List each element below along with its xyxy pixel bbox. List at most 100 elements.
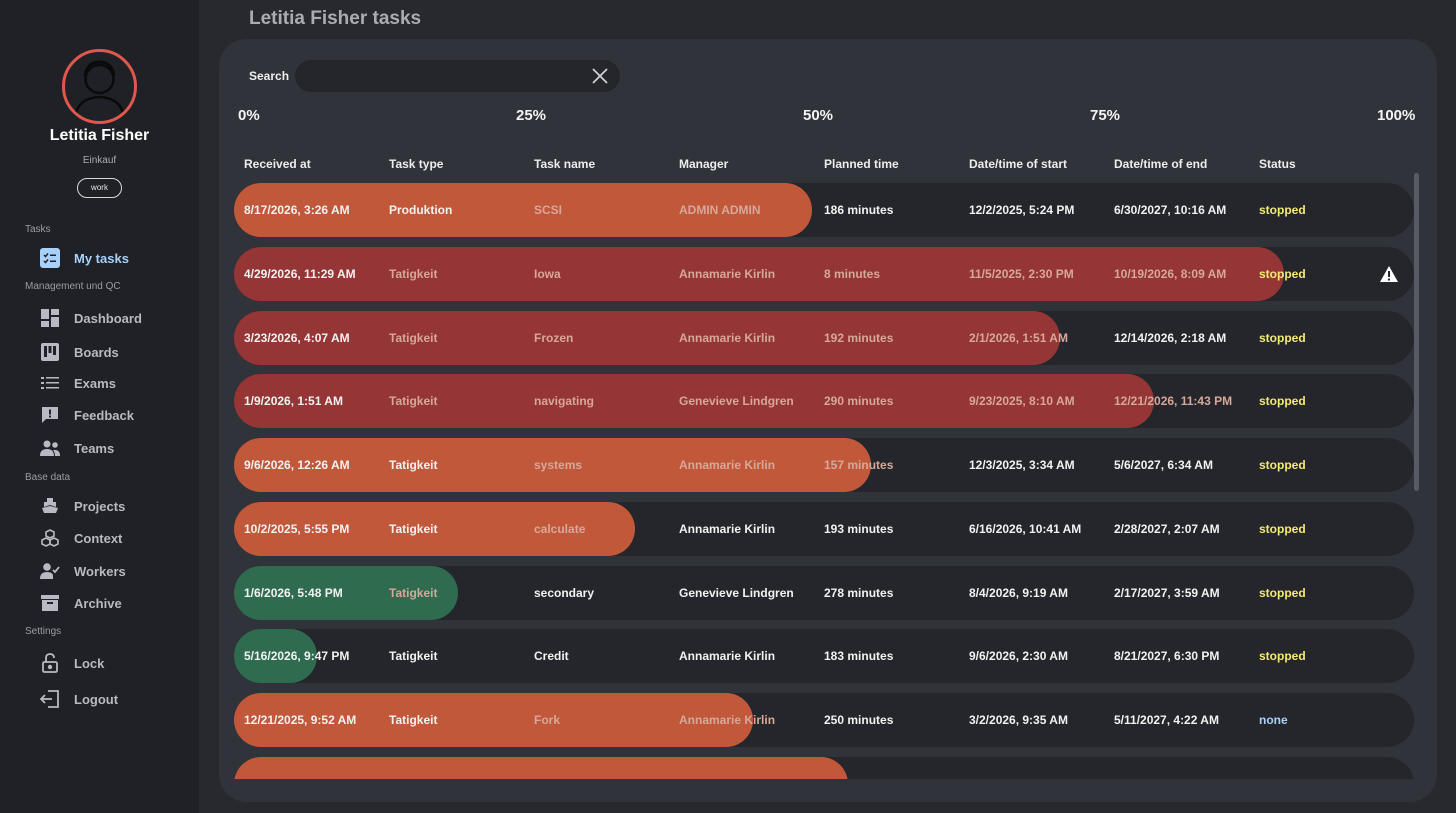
cell-start: 8/4/2026, 9:19 AM [969, 586, 1068, 600]
cubes-icon [40, 528, 60, 548]
cell-planned: 193 minutes [824, 522, 894, 536]
cell-type: Tatigkeit [389, 394, 438, 408]
cell-received: 3/23/2026, 4:07 AM [244, 331, 350, 345]
column-header-task-name[interactable]: Task name [534, 157, 596, 171]
tasks-panel: Search 0% 25% 50% 75% 100% Received at T… [219, 39, 1437, 802]
cell-manager: ADMIN ADMIN [679, 203, 761, 217]
cell-start: 9/23/2025, 8:10 AM [969, 394, 1075, 408]
column-header-end[interactable]: Date/time of end [1114, 157, 1208, 171]
cell-type: Tatigkeit [389, 267, 438, 281]
scrollbar[interactable] [1414, 173, 1419, 491]
checklist-icon [40, 248, 60, 268]
cell-status: stopped [1259, 394, 1306, 408]
sidebar-item-logout[interactable]: Logout [40, 688, 190, 710]
table-row[interactable]: 3/23/2026, 4:07 AM Tatigkeit Frozen Annamar… [234, 311, 1414, 365]
sidebar-item-projects[interactable]: Projects [40, 495, 190, 517]
sidebar-item-boards[interactable]: Boards [40, 341, 190, 363]
cell-end: 2/17/2027, 3:59 AM [1114, 586, 1220, 600]
cell-received: 12/21/2025, 9:52 AM [244, 713, 357, 727]
table-row[interactable]: 10/2/2025, 5:55 PM Tatigkeit calculate Anna… [234, 502, 1414, 556]
column-header-manager[interactable]: Manager [679, 157, 729, 171]
sidebar-item-context[interactable]: Context [40, 527, 190, 549]
sidebar-item-exams[interactable]: Exams [40, 372, 190, 394]
table-row[interactable]: 12/21/2025, 9:52 AM Tatigkeit Fork Annamari… [234, 693, 1414, 747]
table-row[interactable]: 8/17/2026, 3:26 AM Produktion SCSI ADMIN AD… [234, 183, 1414, 237]
progress-bar [234, 247, 1284, 301]
cell-status: stopped [1259, 267, 1306, 281]
sidebar-item-archive[interactable]: Archive [40, 592, 190, 614]
sidebar-item-dashboard[interactable]: Dashboard [40, 307, 190, 329]
sidebar-item-feedback[interactable]: Feedback [40, 404, 190, 426]
table-row[interactable] [234, 757, 1414, 779]
sidebar-item-lock[interactable]: Lock [40, 652, 190, 674]
progress-bar [234, 629, 317, 683]
cell-start: 2/1/2026, 1:51 AM [969, 331, 1068, 345]
progress-scale-label: 0% [238, 107, 260, 124]
cell-status: stopped [1259, 649, 1306, 663]
cell-type: Tatigkeit [389, 331, 438, 345]
cell-received: 1/6/2026, 5:48 PM [244, 586, 343, 600]
avatar[interactable] [62, 49, 137, 124]
cell-name: Frozen [534, 331, 574, 345]
cell-planned: 186 minutes [824, 203, 894, 217]
user-tag-badge[interactable]: work [77, 178, 122, 198]
task-table: 8/17/2026, 3:26 AM Produktion SCSI ADMIN AD… [234, 183, 1414, 779]
cell-start: 12/2/2025, 5:24 PM [969, 203, 1075, 217]
sidebar-item-my-tasks[interactable]: My tasks [40, 247, 190, 269]
cell-name: Fork [534, 713, 561, 727]
cell-planned: 250 minutes [824, 713, 894, 727]
cell-name: calculate [534, 522, 586, 536]
cell-received: 4/29/2026, 11:29 AM [244, 267, 356, 281]
column-header-start[interactable]: Date/time of start [969, 157, 1068, 171]
progress-bar [234, 693, 753, 747]
close-icon[interactable] [592, 68, 608, 84]
progress-bar [234, 374, 1154, 428]
column-header-task-type[interactable]: Task type [389, 157, 444, 171]
cell-planned: 278 minutes [824, 586, 894, 600]
cell-end: 6/30/2027, 10:16 AM [1114, 203, 1227, 217]
cell-received: 8/17/2026, 3:26 AM [244, 203, 350, 217]
cell-start: 9/6/2026, 2:30 AM [969, 649, 1068, 663]
cell-end: 8/21/2027, 6:30 PM [1114, 649, 1220, 663]
cell-manager: Genevieve Lindgren [679, 394, 794, 408]
sidebar-item-teams[interactable]: Teams [40, 437, 190, 459]
sidebar-item-label: Workers [74, 563, 126, 579]
cell-manager: Annamarie Kirlin [679, 458, 776, 472]
cell-type: Tatigkeit [389, 649, 438, 663]
column-header-status[interactable]: Status [1259, 157, 1296, 171]
table-row[interactable]: 1/9/2026, 1:51 AM Tatigkeit navigating Gene… [234, 374, 1414, 428]
sidebar-item-label: Logout [74, 691, 119, 707]
list-check-icon [40, 373, 60, 393]
table-row[interactable]: 5/16/2026, 9:47 PM Tatigkeit Credit Annamar… [234, 629, 1414, 683]
cell-received: 10/2/2025, 5:55 PM [244, 522, 350, 536]
progress-scale-label: 100% [1377, 107, 1416, 124]
sidebar-item-label: Archive [74, 595, 122, 611]
cell-type: Tatigkeit [389, 522, 438, 536]
cell-planned: 183 minutes [824, 649, 894, 663]
cell-received: 9/6/2026, 12:26 AM [244, 458, 350, 472]
cell-manager: Annamarie Kirlin [679, 267, 776, 281]
progress-bar [234, 183, 812, 237]
cell-planned: 192 minutes [824, 331, 894, 345]
teams-icon [40, 438, 60, 458]
cell-start: 12/3/2025, 3:34 AM [969, 458, 1075, 472]
cell-start: 6/16/2026, 10:41 AM [969, 522, 1082, 536]
search-input[interactable] [309, 60, 579, 92]
table-row[interactable]: 1/6/2026, 5:48 PM Tatigkeit secondary Genev… [234, 566, 1414, 620]
cell-type: Tatigkeit [389, 586, 438, 600]
progress-bar [234, 438, 871, 492]
table-row[interactable]: 4/29/2026, 11:29 AM Tatigkeit Iowa Annamari… [234, 247, 1414, 301]
cell-end: 12/14/2026, 2:18 AM [1114, 331, 1227, 345]
table-row[interactable]: 9/6/2026, 12:26 AM Tatigkeit systems Annama… [234, 438, 1414, 492]
warning-icon[interactable] [1379, 265, 1399, 283]
column-header-received[interactable]: Received at [244, 157, 311, 171]
cell-received: 5/16/2026, 9:47 PM [244, 649, 350, 663]
sidebar-item-workers[interactable]: Workers [40, 560, 190, 582]
cell-start: 3/2/2026, 9:35 AM [969, 713, 1068, 727]
search-field[interactable] [295, 60, 620, 92]
column-header-planned-time[interactable]: Planned time [824, 157, 899, 171]
page-title: Letitia Fisher tasks [249, 8, 422, 29]
cell-status: stopped [1259, 522, 1306, 536]
user-silhouette-icon [73, 60, 126, 119]
progress-bar [234, 757, 848, 779]
